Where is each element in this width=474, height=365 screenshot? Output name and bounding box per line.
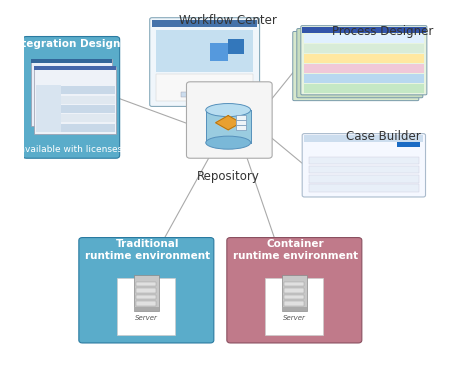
FancyBboxPatch shape — [79, 238, 214, 343]
Text: Traditional
runtime environment: Traditional runtime environment — [85, 239, 210, 261]
FancyBboxPatch shape — [31, 59, 111, 126]
FancyBboxPatch shape — [36, 96, 115, 104]
Text: Case Builder: Case Builder — [346, 130, 420, 143]
Text: Integration Designer: Integration Designer — [10, 39, 133, 49]
FancyBboxPatch shape — [23, 36, 119, 158]
Text: Server: Server — [135, 315, 158, 321]
FancyBboxPatch shape — [192, 92, 201, 97]
Ellipse shape — [206, 136, 251, 149]
FancyBboxPatch shape — [136, 301, 156, 306]
FancyBboxPatch shape — [227, 238, 362, 343]
FancyBboxPatch shape — [309, 166, 419, 173]
FancyBboxPatch shape — [282, 307, 307, 311]
FancyBboxPatch shape — [282, 275, 307, 311]
FancyBboxPatch shape — [36, 85, 61, 132]
FancyBboxPatch shape — [136, 288, 156, 293]
FancyBboxPatch shape — [36, 114, 115, 122]
Text: Server: Server — [283, 315, 306, 321]
FancyBboxPatch shape — [265, 278, 323, 335]
FancyBboxPatch shape — [35, 66, 116, 134]
FancyBboxPatch shape — [302, 27, 426, 33]
Text: Workflow Center: Workflow Center — [179, 14, 277, 27]
FancyBboxPatch shape — [186, 82, 272, 158]
Polygon shape — [216, 116, 241, 130]
FancyBboxPatch shape — [284, 288, 304, 293]
FancyBboxPatch shape — [181, 92, 189, 97]
FancyBboxPatch shape — [36, 86, 115, 94]
FancyBboxPatch shape — [136, 295, 156, 299]
FancyBboxPatch shape — [36, 105, 115, 113]
FancyBboxPatch shape — [236, 125, 246, 130]
Text: Process Designer: Process Designer — [332, 25, 434, 38]
FancyBboxPatch shape — [303, 34, 424, 43]
FancyBboxPatch shape — [309, 184, 419, 192]
FancyBboxPatch shape — [134, 275, 159, 311]
FancyBboxPatch shape — [293, 31, 419, 101]
FancyBboxPatch shape — [303, 44, 424, 53]
FancyBboxPatch shape — [236, 115, 246, 120]
FancyBboxPatch shape — [210, 43, 228, 61]
FancyBboxPatch shape — [31, 59, 111, 63]
Text: Container
runtime environment: Container runtime environment — [233, 239, 358, 261]
FancyBboxPatch shape — [152, 19, 257, 27]
FancyBboxPatch shape — [150, 18, 260, 107]
FancyBboxPatch shape — [304, 135, 423, 142]
FancyBboxPatch shape — [303, 64, 424, 73]
FancyBboxPatch shape — [309, 175, 419, 182]
FancyBboxPatch shape — [156, 30, 253, 72]
FancyBboxPatch shape — [284, 282, 304, 286]
FancyBboxPatch shape — [206, 110, 251, 143]
FancyBboxPatch shape — [301, 26, 427, 95]
FancyBboxPatch shape — [303, 74, 424, 83]
FancyBboxPatch shape — [302, 134, 426, 197]
FancyBboxPatch shape — [228, 39, 244, 54]
FancyBboxPatch shape — [397, 142, 419, 147]
FancyBboxPatch shape — [35, 66, 116, 70]
Ellipse shape — [206, 104, 251, 116]
FancyBboxPatch shape — [36, 124, 115, 132]
FancyBboxPatch shape — [309, 157, 419, 164]
FancyBboxPatch shape — [303, 54, 424, 63]
FancyBboxPatch shape — [203, 92, 211, 97]
Text: (available with licenses): (available with licenses) — [16, 145, 126, 154]
FancyBboxPatch shape — [284, 295, 304, 299]
FancyBboxPatch shape — [136, 282, 156, 286]
FancyBboxPatch shape — [156, 74, 253, 101]
FancyBboxPatch shape — [236, 120, 246, 125]
Text: Repository: Repository — [197, 170, 260, 183]
FancyBboxPatch shape — [284, 301, 304, 306]
FancyBboxPatch shape — [297, 28, 423, 98]
FancyBboxPatch shape — [117, 278, 175, 335]
FancyBboxPatch shape — [303, 84, 424, 93]
FancyBboxPatch shape — [134, 307, 159, 311]
